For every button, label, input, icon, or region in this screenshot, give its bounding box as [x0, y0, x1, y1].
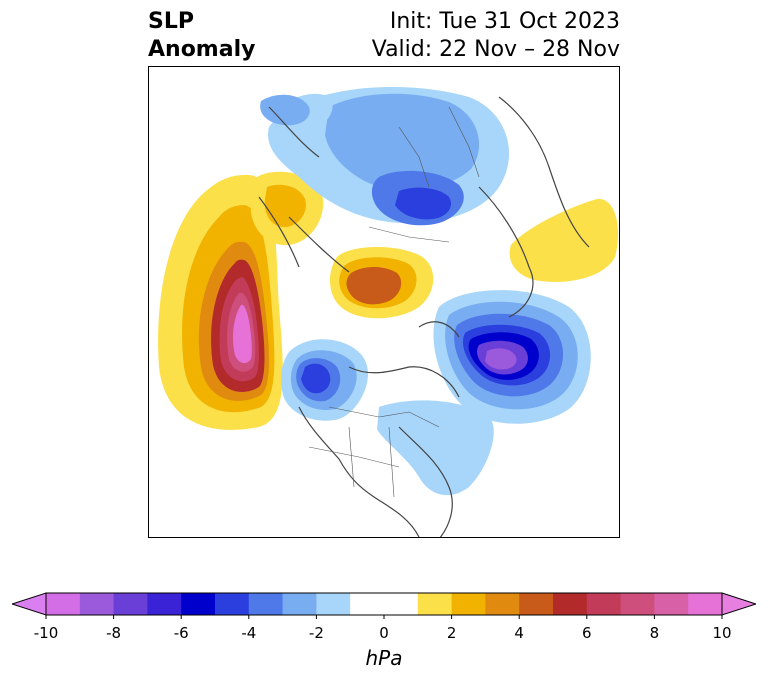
colorbar-swatch [350, 593, 385, 615]
colorbar-extend-min [12, 592, 47, 616]
colorbar-extend-max [721, 592, 756, 616]
colorbar-tick-label: 4 [514, 624, 524, 642]
colorbar-tick-label: -8 [106, 624, 122, 642]
north-pacific-high-contours [158, 174, 283, 430]
colorbar-tick-label: -6 [173, 624, 189, 642]
colorbar-label: hPa [365, 646, 403, 670]
colorbar-swatch [147, 593, 182, 615]
colorbar-swatch [46, 593, 81, 615]
north-atlantic-low-contours [433, 290, 591, 424]
colorbar-swatch [688, 593, 723, 615]
anomaly-map [158, 87, 619, 537]
colorbar-tick-label: 2 [446, 624, 457, 642]
colorbar-swatch [417, 593, 453, 615]
colorbar-swatch [248, 593, 284, 615]
colorbar-swatch [620, 593, 655, 615]
colorbar-swatch [316, 593, 351, 615]
valid-range: Valid: 22 Nov – 28 Nov [371, 37, 620, 62]
colorbar-swatch [282, 593, 317, 615]
colorbar-swatch [485, 593, 520, 615]
colorbar-swatch [586, 593, 622, 615]
coastlines [258, 96, 590, 537]
title-variable-sub: Anomaly [148, 37, 256, 62]
colorbar-swatch [451, 593, 486, 615]
colorbar-tick-label: 8 [649, 624, 660, 642]
colorbar-swatch [519, 593, 554, 615]
init-date: Init: Tue 31 Oct 2023 [389, 9, 620, 34]
colorbar [12, 592, 756, 619]
title-variable: SLP [148, 9, 194, 34]
colorbar-swatch [113, 593, 148, 615]
colorbar-swatch [553, 593, 588, 615]
arctic-high-contours [329, 246, 434, 319]
colorbar-tick-label: 10 [712, 624, 732, 642]
alaska-high-contours [250, 171, 324, 246]
colorbar-swatch [215, 593, 250, 615]
east-asia-high-contours [509, 198, 619, 282]
atlantic-tail-contours [377, 400, 494, 496]
map-panel [148, 66, 620, 538]
europe-blue-contours [260, 94, 465, 162]
political-borders [308, 106, 480, 498]
colorbar-tick-label: -2 [308, 624, 324, 642]
colorbar-swatch [79, 593, 115, 615]
colorbar-swatch [384, 593, 419, 615]
colorbar-tick-label: 6 [582, 624, 592, 642]
colorbar-tick-label: -4 [241, 624, 257, 642]
map-title: SLP Anomaly [148, 8, 255, 64]
western-canada-low-contours [281, 339, 368, 421]
colorbar-swatch [654, 593, 689, 615]
colorbar-tick-label: -10 [33, 624, 59, 642]
colorbar-swatch [181, 593, 216, 615]
colorbar-tick-label: 0 [379, 624, 389, 642]
map-dates: Init: Tue 31 Oct 2023 Valid: 22 Nov – 28… [372, 8, 620, 64]
